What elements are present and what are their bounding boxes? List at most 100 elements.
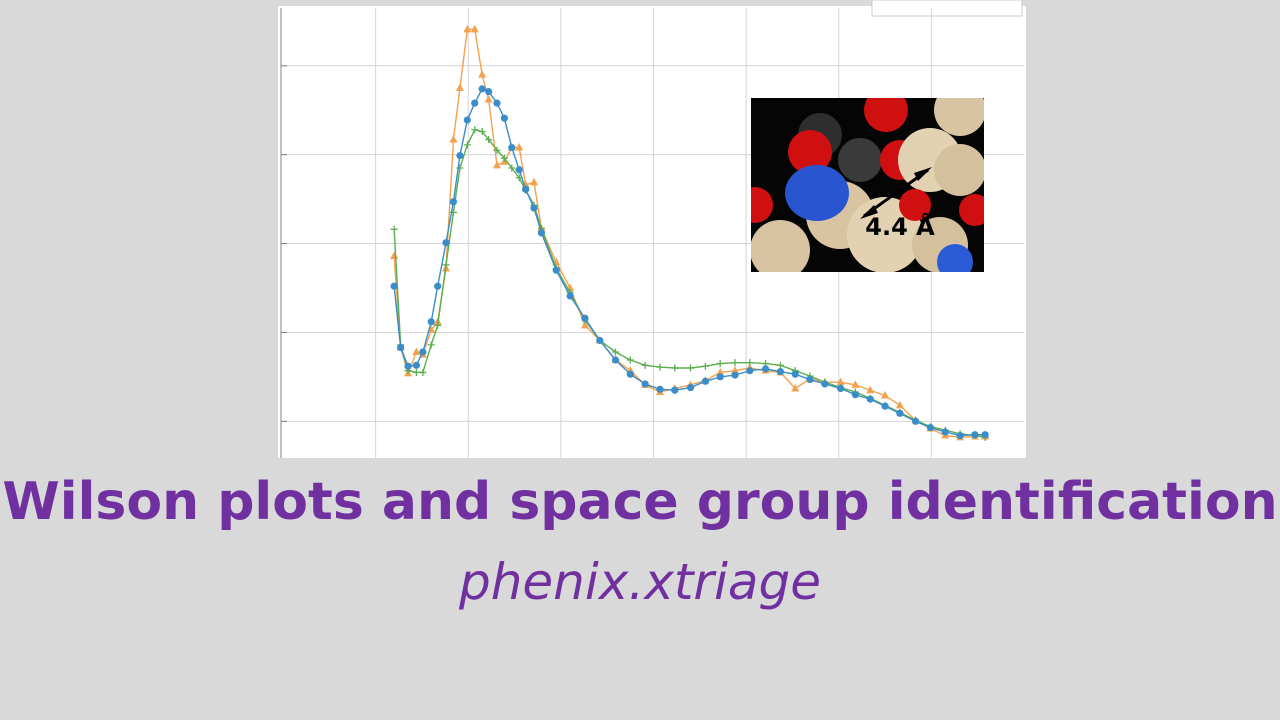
point: [581, 314, 589, 322]
point: [530, 204, 538, 212]
point: [671, 386, 679, 394]
point: [515, 166, 523, 174]
point: [412, 347, 421, 355]
point: [686, 383, 695, 392]
point: [419, 348, 427, 356]
point: [626, 356, 634, 364]
point: [806, 375, 814, 384]
point: [463, 141, 471, 149]
point: [971, 431, 979, 439]
point: [471, 99, 479, 107]
point: [478, 128, 486, 136]
point: [442, 239, 450, 247]
point: [427, 318, 435, 326]
point: [427, 341, 435, 349]
point: [656, 363, 664, 371]
point: [941, 428, 949, 436]
point: [895, 400, 904, 409]
point: [515, 143, 524, 151]
point: [500, 114, 508, 122]
point: [492, 160, 501, 169]
point: [896, 409, 904, 417]
chart: 4.4 Å: [278, 0, 1026, 458]
slide-subtitle: phenix.xtriage: [458, 553, 822, 611]
point: [912, 417, 920, 425]
point: [485, 136, 493, 144]
point: [626, 370, 634, 378]
point: [522, 185, 530, 193]
point: [434, 282, 442, 290]
point: [926, 423, 935, 432]
point: [485, 87, 493, 96]
inset-image: 4.4 Å: [751, 98, 984, 272]
point: [580, 320, 589, 329]
point: [442, 261, 450, 269]
point: [981, 431, 989, 439]
point: [866, 395, 874, 403]
point: [641, 380, 649, 388]
point: [731, 371, 739, 379]
point: [552, 266, 560, 274]
point: [463, 116, 471, 124]
point: [404, 362, 412, 370]
point: [484, 95, 493, 103]
point: [508, 143, 516, 152]
point: [791, 370, 799, 378]
point: [866, 385, 875, 394]
point: [716, 367, 725, 376]
point: [612, 348, 620, 356]
point: [566, 292, 574, 300]
point: [390, 282, 398, 290]
point: [731, 366, 740, 374]
point: [390, 225, 398, 233]
point: [463, 24, 472, 33]
point: [471, 126, 479, 134]
point: [776, 367, 784, 376]
point: [470, 24, 479, 33]
point: [596, 336, 604, 345]
point: [746, 367, 754, 375]
point: [881, 402, 889, 410]
point: [530, 177, 539, 186]
point: [761, 365, 770, 373]
point: [701, 362, 709, 370]
point: [716, 360, 724, 368]
point: [731, 359, 739, 367]
point: [455, 83, 464, 91]
point: [493, 146, 501, 154]
point: [716, 373, 724, 381]
point: [478, 85, 486, 93]
point: [456, 151, 464, 160]
legend-box: [871, 0, 1023, 17]
point: [397, 343, 405, 352]
point: [500, 154, 508, 162]
point: [956, 431, 964, 440]
point: [746, 359, 754, 367]
point: [701, 377, 709, 385]
inset-label: 4.4 Å: [865, 212, 935, 241]
point: [776, 361, 784, 369]
point: [851, 391, 860, 399]
point: [611, 356, 620, 364]
point: [837, 384, 845, 393]
point: [687, 364, 695, 372]
slide-title: Wilson plots and space group identificat…: [2, 472, 1278, 532]
point: [851, 380, 860, 388]
point: [412, 368, 420, 376]
point: [836, 377, 845, 386]
point: [434, 321, 442, 329]
point: [537, 229, 546, 237]
point: [508, 164, 516, 172]
point: [449, 135, 458, 143]
point: [821, 380, 829, 388]
point: [493, 99, 501, 107]
point: [881, 391, 890, 399]
point: [419, 368, 427, 376]
point: [478, 70, 487, 78]
point: [671, 364, 679, 372]
point: [449, 198, 458, 206]
point: [412, 361, 420, 369]
point: [791, 383, 800, 392]
point: [656, 385, 664, 393]
